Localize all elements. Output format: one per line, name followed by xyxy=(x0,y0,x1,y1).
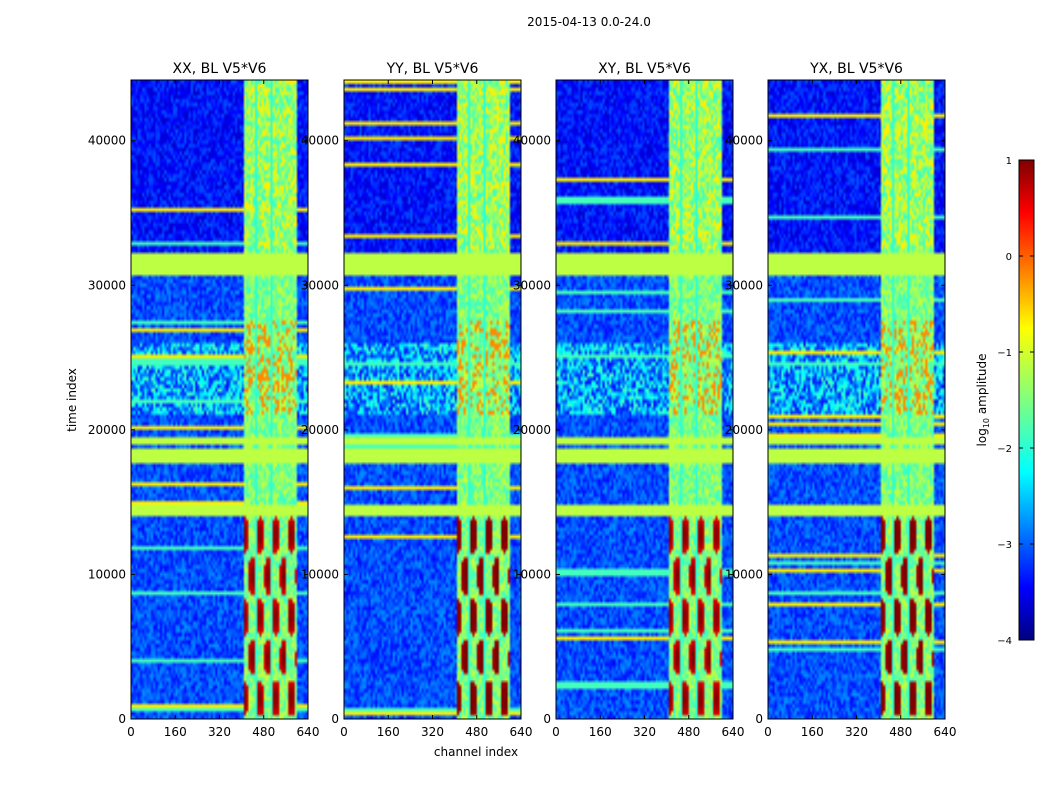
heatmap-panel-3: XY, BL V5*V6 0 160 320 480 640 0 10000 20000 3000… xyxy=(513,61,745,739)
heatmap-image xyxy=(556,80,733,719)
y-tick-label: 10000 xyxy=(301,567,339,581)
y-tick-label: 20000 xyxy=(513,423,551,437)
x-tick-label: 160 xyxy=(164,725,187,739)
x-tick-label: 160 xyxy=(589,725,612,739)
x-tick-label: 480 xyxy=(677,725,700,739)
colorbar-tick-label: −2 xyxy=(997,444,1012,455)
x-tick-label: 0 xyxy=(340,725,348,739)
heatmap-panel-1: XX, BL V5*V6 0 160 320 480 640 0 10000 20000 3000… xyxy=(88,61,320,739)
panel-title: YX, BL V5*V6 xyxy=(809,61,903,77)
panels: XX, BL V5*V6 0 160 320 480 640 0 10000 20000 3000… xyxy=(88,61,957,739)
colorbar-gradient xyxy=(1018,159,1035,641)
x-tick-label: 480 xyxy=(252,725,275,739)
x-tick-label: 640 xyxy=(297,725,320,739)
y-tick-label: 10000 xyxy=(725,567,763,581)
y-tick-label: 30000 xyxy=(725,278,763,292)
x-tick-label: 480 xyxy=(465,725,488,739)
colorbar-tick-label: 0 xyxy=(1006,252,1012,263)
colorbar-tick-label: 1 xyxy=(1006,156,1012,167)
x-tick-label: 160 xyxy=(801,725,824,739)
y-tick-label: 30000 xyxy=(301,278,339,292)
y-tick-label: 40000 xyxy=(88,134,126,148)
panel-title: YY, BL V5*V6 xyxy=(386,61,479,77)
heatmap-image xyxy=(344,80,521,719)
x-tick-label: 640 xyxy=(934,725,957,739)
panel-title: XY, BL V5*V6 xyxy=(598,61,691,77)
colorbar-tick-label: −4 xyxy=(997,636,1012,647)
x-tick-label: 320 xyxy=(421,725,444,739)
heatmap-panel-4: YX, BL V5*V6 0 160 320 480 640 0 10000 20000 3000… xyxy=(725,61,957,739)
x-tick-label: 480 xyxy=(889,725,912,739)
y-tick-label: 30000 xyxy=(88,278,126,292)
heatmap-panel-2: YY, BL V5*V6 0 160 320 480 640 0 10000 20000 3000… xyxy=(301,61,533,739)
x-tick-label: 320 xyxy=(208,725,231,739)
x-tick-label: 0 xyxy=(764,725,772,739)
y-tick-label: 40000 xyxy=(513,134,551,148)
y-tick-label: 20000 xyxy=(725,423,763,437)
y-tick-label: 0 xyxy=(755,712,763,726)
x-tick-label: 640 xyxy=(722,725,745,739)
y-tick-label: 10000 xyxy=(513,567,551,581)
x-axis-label: channel index xyxy=(434,745,518,759)
colorbar: 1 0 −1 −2 −3 −4 log10 amplitude xyxy=(975,156,1035,647)
y-axis-label: time index xyxy=(65,368,79,432)
figure-title: 2015-04-13 0.0-24.0 xyxy=(527,15,651,29)
colorbar-ticks: 1 0 −1 −2 −3 −4 xyxy=(997,156,1034,647)
colorbar-tick-label: −3 xyxy=(997,540,1012,551)
heatmap-image xyxy=(768,80,945,719)
y-tick-label: 20000 xyxy=(301,423,339,437)
panel-title: XX, BL V5*V6 xyxy=(173,61,267,77)
colorbar-tick-label: −1 xyxy=(997,348,1012,359)
y-tick-label: 20000 xyxy=(88,423,126,437)
x-tick-label: 0 xyxy=(127,725,135,739)
y-tick-label: 30000 xyxy=(513,278,551,292)
x-tick-label: 320 xyxy=(845,725,868,739)
y-tick-label: 40000 xyxy=(725,134,763,148)
y-tick-label: 0 xyxy=(543,712,551,726)
colorbar-label: log10 amplitude xyxy=(975,354,991,447)
y-tick-label: 40000 xyxy=(301,134,339,148)
y-tick-label: 10000 xyxy=(88,567,126,581)
x-tick-label: 0 xyxy=(552,725,560,739)
y-tick-label: 0 xyxy=(118,712,126,726)
y-tick-label: 0 xyxy=(331,712,339,726)
x-tick-label: 320 xyxy=(633,725,656,739)
x-tick-label: 160 xyxy=(377,725,400,739)
heatmap-image xyxy=(131,80,308,719)
x-tick-label: 640 xyxy=(510,725,533,739)
